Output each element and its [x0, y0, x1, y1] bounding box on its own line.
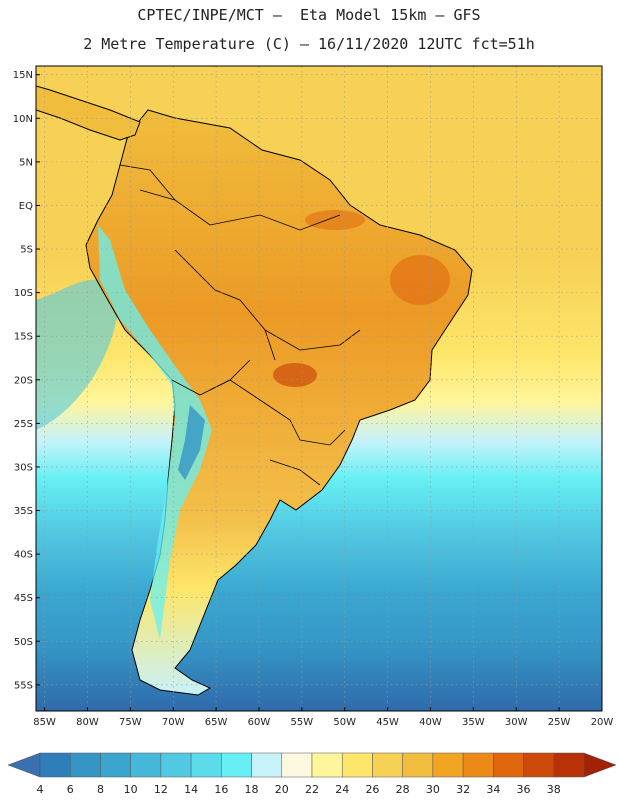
- colorbar-swatch: [341, 752, 373, 778]
- lat-label: 35S: [14, 506, 33, 517]
- colorbar-swatch: [402, 752, 434, 778]
- lat-label: 25S: [14, 419, 33, 430]
- colorbar-label: 22: [305, 783, 319, 796]
- colorbar-label: 30: [426, 783, 440, 796]
- colorbar-swatch: [523, 752, 555, 778]
- colorbar-label: 6: [67, 783, 74, 796]
- lon-label: 30W: [505, 717, 528, 728]
- colorbar-swatch: [432, 752, 464, 778]
- lon-label: 70W: [162, 717, 185, 728]
- colorbar-label: 20: [275, 783, 289, 796]
- colorbar-swatch: [160, 752, 192, 778]
- colorbar-label: 12: [154, 783, 168, 796]
- colorbar-swatch: [39, 752, 71, 778]
- colorbar-swatch: [281, 752, 313, 778]
- colorbar-label: 26: [365, 783, 379, 796]
- colorbar-swatch: [100, 752, 131, 778]
- hot-spot-northeast: [390, 255, 450, 305]
- colorbar-label: 10: [124, 783, 138, 796]
- colorbar-swatch: [190, 752, 222, 778]
- colorbar-swatch: [221, 752, 252, 778]
- lat-label: 10N: [13, 114, 33, 125]
- hot-spot-mato-grosso: [273, 363, 317, 387]
- lon-label: 80W: [76, 717, 99, 728]
- lat-label: 5N: [19, 157, 33, 168]
- central-america-land: [36, 85, 141, 141]
- colorbar-label: 16: [214, 783, 228, 796]
- colorbar-arrow-high: [583, 752, 617, 778]
- title-line-2: 2 Metre Temperature (C) – 16/11/2020 12U…: [83, 35, 535, 53]
- map-frame: [35, 65, 603, 712]
- colorbar-label: 8: [97, 783, 104, 796]
- lat-label: 15N: [13, 70, 33, 81]
- lat-label: 45S: [14, 593, 33, 604]
- lat-label: 50S: [14, 637, 33, 648]
- colorbar-label: 32: [456, 783, 470, 796]
- lon-label: 85W: [33, 717, 56, 728]
- colorbar-swatch: [462, 752, 494, 778]
- colorbar-label: 18: [245, 783, 259, 796]
- colorbar-swatch: [251, 752, 283, 778]
- title-line-1: CPTEC/INPE/MCT – Eta Model 15km – GFS: [137, 6, 481, 24]
- lon-label: 25W: [548, 717, 571, 728]
- lat-label: 40S: [14, 550, 33, 561]
- colorbar-label: 28: [396, 783, 410, 796]
- colorbar-swatch: [372, 752, 403, 778]
- lat-labels: 15N 10N 5N EQ 5S 10S 15S 20S 25S 30S 35S 40S 45S 50S 5…: [13, 70, 40, 691]
- colorbar-swatch: [553, 752, 585, 778]
- lat-label: 10S: [14, 288, 33, 299]
- lon-labels: 85W 80W 75W 70W 65W 60W 55W 50W 45W 40W 35W 30W 25W 2…: [33, 707, 613, 728]
- lon-label: 65W: [205, 717, 228, 728]
- colorbar-label: 38: [547, 783, 561, 796]
- andes-coldest-core: [178, 405, 205, 480]
- lon-label: 50W: [333, 717, 356, 728]
- lon-label: 75W: [119, 717, 142, 728]
- lat-label: 30S: [14, 462, 33, 473]
- lon-label: 45W: [376, 717, 399, 728]
- lon-label: 35W: [462, 717, 485, 728]
- colorbar-arrow-low: [7, 752, 41, 778]
- colorbar-label: 34: [486, 783, 500, 796]
- colorbar: 4 6 8 10 12 14 16 18 20 22 24 26 28 30 32 34 36 38: [7, 752, 617, 796]
- lat-label: 5S: [20, 245, 33, 256]
- lat-label: 15S: [14, 332, 33, 343]
- lon-label: 20W: [591, 717, 614, 728]
- lat-label: EQ: [19, 201, 33, 212]
- lon-label: 40W: [419, 717, 442, 728]
- country-borders: [119, 164, 361, 486]
- colorbar-swatch: [130, 752, 162, 778]
- colorbar-label: 24: [335, 783, 349, 796]
- colorbar-swatch: [311, 752, 343, 778]
- hot-spot-amazon: [305, 210, 365, 230]
- colorbar-label: 14: [184, 783, 198, 796]
- colorbar-label: 36: [517, 783, 531, 796]
- colorbar-swatch: [69, 752, 101, 778]
- lon-label: 60W: [248, 717, 271, 728]
- colorbar-swatch: [493, 752, 524, 778]
- pacific-cool-tongue: [36, 279, 120, 430]
- lat-label: 20S: [14, 375, 33, 386]
- colorbar-label: 4: [37, 783, 44, 796]
- lat-label: 55S: [14, 680, 33, 691]
- lon-label: 55W: [291, 717, 314, 728]
